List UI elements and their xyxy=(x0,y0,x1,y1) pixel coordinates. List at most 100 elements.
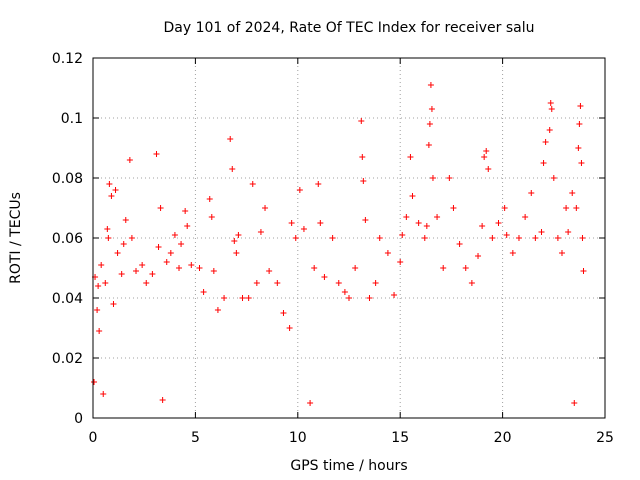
data-point xyxy=(546,127,553,133)
data-point xyxy=(245,295,252,301)
data-point xyxy=(542,139,549,145)
data-point xyxy=(221,295,228,301)
data-point xyxy=(307,400,314,406)
data-point xyxy=(483,148,490,154)
y-tick-label: 0.1 xyxy=(61,111,83,127)
data-point xyxy=(397,259,404,265)
data-point xyxy=(159,397,166,403)
data-point xyxy=(249,181,256,187)
data-point xyxy=(346,295,352,301)
data-point xyxy=(391,292,398,298)
data-point xyxy=(423,223,430,229)
data-point xyxy=(429,175,436,181)
data-point xyxy=(227,136,234,142)
data-point xyxy=(91,379,98,385)
data-point xyxy=(235,232,242,238)
data-point xyxy=(501,205,508,211)
data-point xyxy=(362,217,369,223)
data-point xyxy=(503,232,510,238)
data-point xyxy=(569,190,576,196)
data-point xyxy=(456,241,463,247)
data-point xyxy=(573,205,580,211)
data-point xyxy=(167,250,174,256)
data-point xyxy=(266,268,273,274)
data-point xyxy=(315,181,322,187)
data-point xyxy=(118,271,125,277)
data-point xyxy=(489,235,496,241)
data-point xyxy=(440,265,447,271)
data-point xyxy=(427,82,434,88)
data-point xyxy=(475,253,482,259)
data-point xyxy=(522,214,529,220)
data-point xyxy=(311,265,318,271)
data-point xyxy=(575,145,582,151)
data-point xyxy=(128,235,135,241)
data-point xyxy=(538,229,545,235)
data-point xyxy=(112,187,119,193)
data-point xyxy=(550,175,557,181)
data-point xyxy=(468,280,475,286)
data-point xyxy=(376,235,383,241)
data-point xyxy=(577,103,584,109)
data-point xyxy=(139,262,146,268)
data-point xyxy=(317,220,324,226)
data-point xyxy=(206,196,213,202)
data-point xyxy=(425,142,432,148)
data-point xyxy=(558,250,565,256)
data-point xyxy=(171,232,178,238)
data-point xyxy=(95,283,102,289)
data-point xyxy=(409,193,416,199)
data-point xyxy=(532,235,539,241)
data-point xyxy=(176,265,183,271)
data-points xyxy=(91,82,587,406)
data-point xyxy=(163,259,170,265)
data-point xyxy=(462,265,469,271)
data-point xyxy=(428,106,435,112)
y-tick-label: 0.12 xyxy=(52,51,83,67)
data-point xyxy=(231,238,238,244)
data-point xyxy=(341,289,348,295)
data-point xyxy=(554,235,561,241)
data-point xyxy=(229,166,236,172)
data-point xyxy=(110,301,117,307)
data-point xyxy=(540,160,547,166)
data-point xyxy=(122,217,129,223)
data-point xyxy=(481,154,488,160)
data-point xyxy=(579,235,586,241)
data-point xyxy=(214,307,221,313)
data-point xyxy=(257,229,264,235)
data-point xyxy=(329,235,336,241)
data-point xyxy=(403,214,410,220)
data-point xyxy=(126,157,133,163)
data-point xyxy=(515,235,522,241)
data-point xyxy=(565,229,572,235)
data-point xyxy=(239,295,246,301)
y-tick-label: 0.04 xyxy=(52,291,83,307)
x-tick-label: 5 xyxy=(191,430,200,446)
x-tick-label: 15 xyxy=(391,430,409,446)
data-point xyxy=(576,121,583,127)
data-point xyxy=(407,154,414,160)
data-point xyxy=(509,250,516,256)
data-point xyxy=(155,244,162,250)
data-point xyxy=(300,226,307,232)
data-point xyxy=(106,181,113,187)
data-point xyxy=(153,151,160,157)
data-point xyxy=(296,187,303,193)
data-point xyxy=(434,214,441,220)
data-point xyxy=(399,232,406,238)
data-point xyxy=(563,205,570,211)
data-point xyxy=(196,265,203,271)
grid-layer xyxy=(93,58,605,418)
data-point xyxy=(120,241,127,247)
data-point xyxy=(233,250,240,256)
data-point xyxy=(335,280,342,286)
data-point xyxy=(358,118,365,124)
y-tick-label: 0.08 xyxy=(52,171,83,187)
x-tick-label: 10 xyxy=(289,430,307,446)
data-point xyxy=(359,154,366,160)
data-point xyxy=(286,325,293,331)
data-point xyxy=(479,223,486,229)
data-point xyxy=(580,268,587,274)
